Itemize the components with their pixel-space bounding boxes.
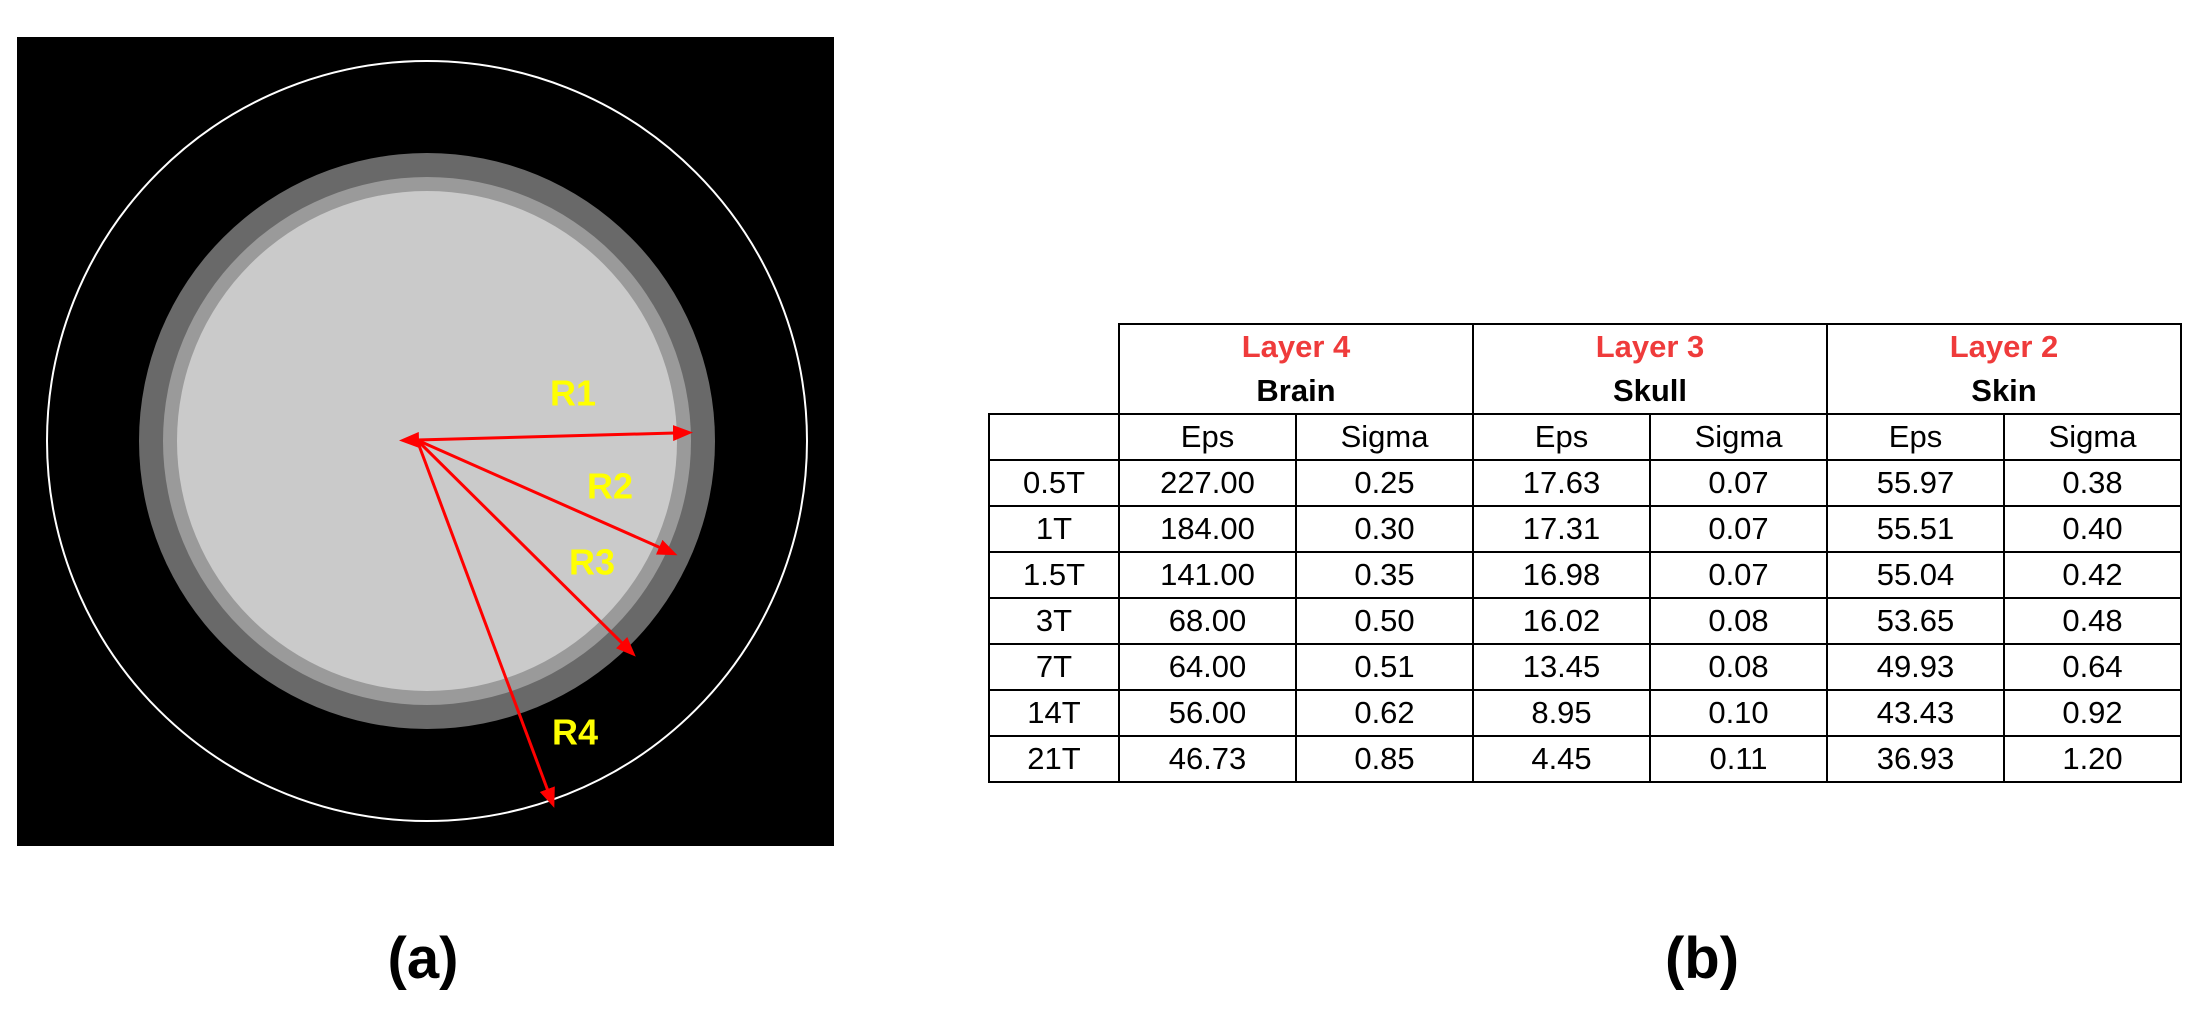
cell: 0.40: [2003, 505, 2182, 553]
cell: 17.63: [1472, 459, 1651, 507]
layer-name: Layer 4: [1241, 329, 1351, 364]
subheader: Sigma: [2003, 413, 2182, 461]
data-row: 21T 46.73 0.85 4.45 0.11 36.93 1.20: [988, 735, 2182, 783]
data-row: 1T 184.00 0.30 17.31 0.07 55.51 0.40: [988, 505, 2182, 553]
cell: 56.00: [1118, 689, 1297, 737]
cell: 0.08: [1649, 597, 1828, 645]
cell: 55.97: [1826, 459, 2005, 507]
cell: 0.08: [1649, 643, 1828, 691]
radius-arrows: [399, 425, 693, 808]
cell: 16.98: [1472, 551, 1651, 599]
row-label: 0.5T: [988, 459, 1120, 507]
cell: 8.95: [1472, 689, 1651, 737]
row-label: 1.5T: [988, 551, 1120, 599]
data-row: 7T 64.00 0.51 13.45 0.08 49.93 0.64: [988, 643, 2182, 691]
cell: 0.51: [1295, 643, 1474, 691]
row-label: 7T: [988, 643, 1120, 691]
empty-cell: [988, 413, 1120, 461]
cell: 0.07: [1649, 505, 1828, 553]
cell: 0.07: [1649, 551, 1828, 599]
cell: 0.35: [1295, 551, 1474, 599]
cell: 0.50: [1295, 597, 1474, 645]
cell: 68.00: [1118, 597, 1297, 645]
subheader: Eps: [1826, 413, 2005, 461]
cell: 227.00: [1118, 459, 1297, 507]
corner-cell: [989, 324, 1120, 415]
cell: 17.31: [1472, 505, 1651, 553]
row-label: 14T: [988, 689, 1120, 737]
cell: 55.04: [1826, 551, 2005, 599]
caption: (a): [387, 926, 459, 991]
tissue-name: Brain: [1256, 373, 1336, 408]
cell: 0.25: [1295, 459, 1474, 507]
cell: 53.65: [1826, 597, 2005, 645]
arrow-r3: [415, 438, 636, 657]
cell: 0.38: [2003, 459, 2182, 507]
radius-label: R4: [552, 712, 598, 753]
cell: 184.00: [1118, 505, 1297, 553]
radius-label: R3: [569, 542, 615, 583]
group-header: Layer 4 Brain: [1118, 323, 1474, 415]
cell: 0.92: [2003, 689, 2182, 737]
row-label: 1T: [988, 505, 1120, 553]
data-row: 0.5T 227.00 0.25 17.63 0.07 55.97 0.38: [988, 459, 2182, 507]
subheader: Sigma: [1649, 413, 1828, 461]
cell: 0.11: [1649, 735, 1828, 783]
group-header: Layer 3 Skull: [1472, 323, 1828, 415]
data-row: 1.5T 141.00 0.35 16.98 0.07 55.04 0.42: [988, 551, 2182, 599]
radius-label: R1: [550, 373, 596, 414]
subheader-row: Eps Sigma Eps Sigma Eps Sigma: [988, 413, 2182, 461]
arrow-r1: [399, 425, 693, 448]
subheader: Eps: [1472, 413, 1651, 461]
tissue-name: Skin: [1971, 373, 2037, 408]
cell: 0.07: [1649, 459, 1828, 507]
cell: 13.45: [1472, 643, 1651, 691]
cell: 141.00: [1118, 551, 1297, 599]
header-row: Layer 4 Brain Layer 3 Skull Layer 2 Skin: [989, 323, 2182, 415]
cell: 55.51: [1826, 505, 2005, 553]
cell: 1.20: [2003, 735, 2182, 783]
cell: 64.00: [1118, 643, 1297, 691]
row-label: 21T: [988, 735, 1120, 783]
cell: 0.30: [1295, 505, 1474, 553]
radius-label: R2: [587, 466, 633, 507]
arrow-r2: [416, 438, 678, 556]
cell: 0.62: [1295, 689, 1474, 737]
cell: 43.43: [1826, 689, 2005, 737]
outer-circle: [46, 60, 808, 822]
cell: 36.93: [1826, 735, 2005, 783]
cell: 49.93: [1826, 643, 2005, 691]
group-header: Layer 2 Skin: [1826, 323, 2182, 415]
tissue-name: Skull: [1612, 373, 1688, 408]
layer-name: Layer 2: [1949, 329, 2059, 364]
cell: 46.73: [1118, 735, 1297, 783]
row-label: 3T: [988, 597, 1120, 645]
properties-table: Layer 4 Brain Layer 3 Skull Layer 2 Skin Eps Si…: [988, 323, 2182, 783]
cell: 0.48: [2003, 597, 2182, 645]
cell: 0.10: [1649, 689, 1828, 737]
cell: 0.85: [1295, 735, 1474, 783]
cell: 16.02: [1472, 597, 1651, 645]
subheader: Eps: [1118, 413, 1297, 461]
cell: 4.45: [1472, 735, 1651, 783]
cell: 0.64: [2003, 643, 2182, 691]
subheader: Sigma: [1295, 413, 1474, 461]
caption: (b): [1664, 926, 1740, 991]
layer-name: Layer 3: [1595, 329, 1705, 364]
cell: 0.42: [2003, 551, 2182, 599]
data-row: 14T 56.00 0.62 8.95 0.10 43.43 0.92: [988, 689, 2182, 737]
arrow-r4: [415, 439, 555, 808]
data-row: 3T 68.00 0.50 16.02 0.08 53.65 0.48: [988, 597, 2182, 645]
